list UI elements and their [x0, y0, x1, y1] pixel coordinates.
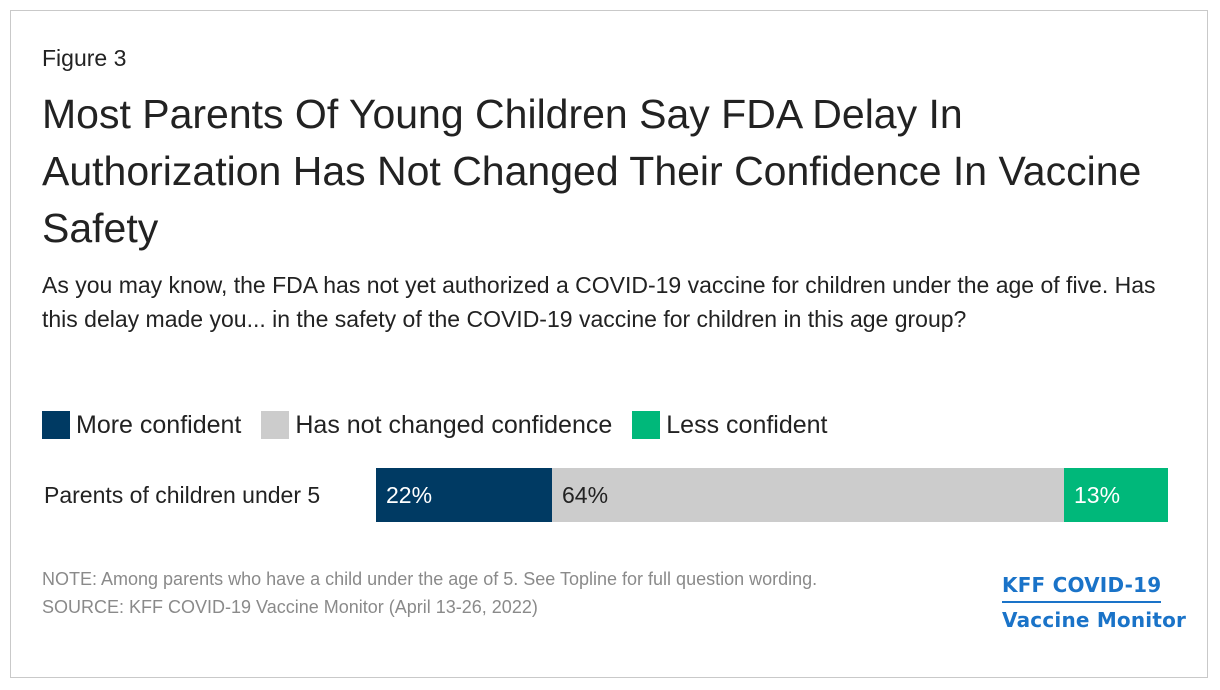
legend-label: Has not changed confidence — [295, 410, 613, 439]
chart-legend: More confident Has not changed confidenc… — [42, 408, 848, 442]
kff-logo: KFF COVID-19 Vaccine Monitor — [1002, 572, 1186, 633]
figure-frame — [10, 10, 1208, 678]
note-text: NOTE: Among parents who have a child und… — [42, 569, 818, 589]
legend-swatch — [42, 411, 70, 439]
chart-title: Most Parents Of Young Children Say FDA D… — [42, 91, 1142, 251]
logo-line-1: KFF COVID-19 — [1002, 572, 1162, 603]
footnotes: NOTE: Among parents who have a child und… — [42, 565, 922, 621]
logo-line-2: Vaccine Monitor — [1002, 608, 1187, 632]
source-text: SOURCE: KFF COVID-19 Vaccine Monitor (Ap… — [42, 597, 538, 617]
category-label: Parents of children under 5 — [44, 482, 321, 508]
legend-swatch — [632, 411, 661, 439]
legend-label: Less confident — [666, 410, 828, 439]
legend-item-less-confident: Less confident — [632, 410, 828, 440]
legend-item-more-confident: More confident — [42, 411, 241, 440]
legend-item-not-changed: Has not changed confidence — [261, 411, 612, 440]
figure-label: Figure 3 — [42, 45, 127, 71]
legend-label: More confident — [76, 410, 242, 439]
chart-subtitle: As you may know, the FDA has not yet aut… — [42, 272, 1156, 332]
legend-swatch — [261, 411, 290, 439]
